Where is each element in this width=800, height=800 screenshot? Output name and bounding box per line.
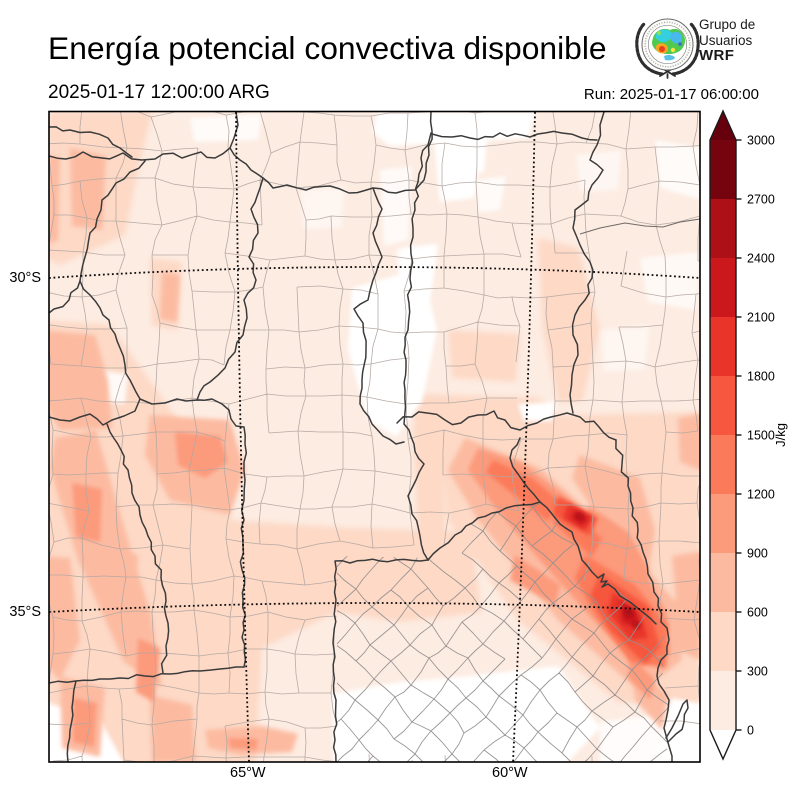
svg-text:900: 900 [747, 547, 768, 561]
svg-text:2400: 2400 [747, 252, 775, 266]
svg-text:300: 300 [747, 665, 768, 679]
svg-text:600: 600 [747, 606, 768, 620]
svg-text:1200: 1200 [747, 488, 775, 502]
svg-text:0: 0 [747, 724, 754, 738]
svg-text:1500: 1500 [747, 429, 775, 443]
svg-text:1800: 1800 [747, 370, 775, 384]
svg-text:2700: 2700 [747, 193, 775, 207]
svg-text:J/kg: J/kg [773, 423, 788, 447]
svg-text:2100: 2100 [747, 311, 775, 325]
svg-text:3000: 3000 [747, 134, 775, 148]
